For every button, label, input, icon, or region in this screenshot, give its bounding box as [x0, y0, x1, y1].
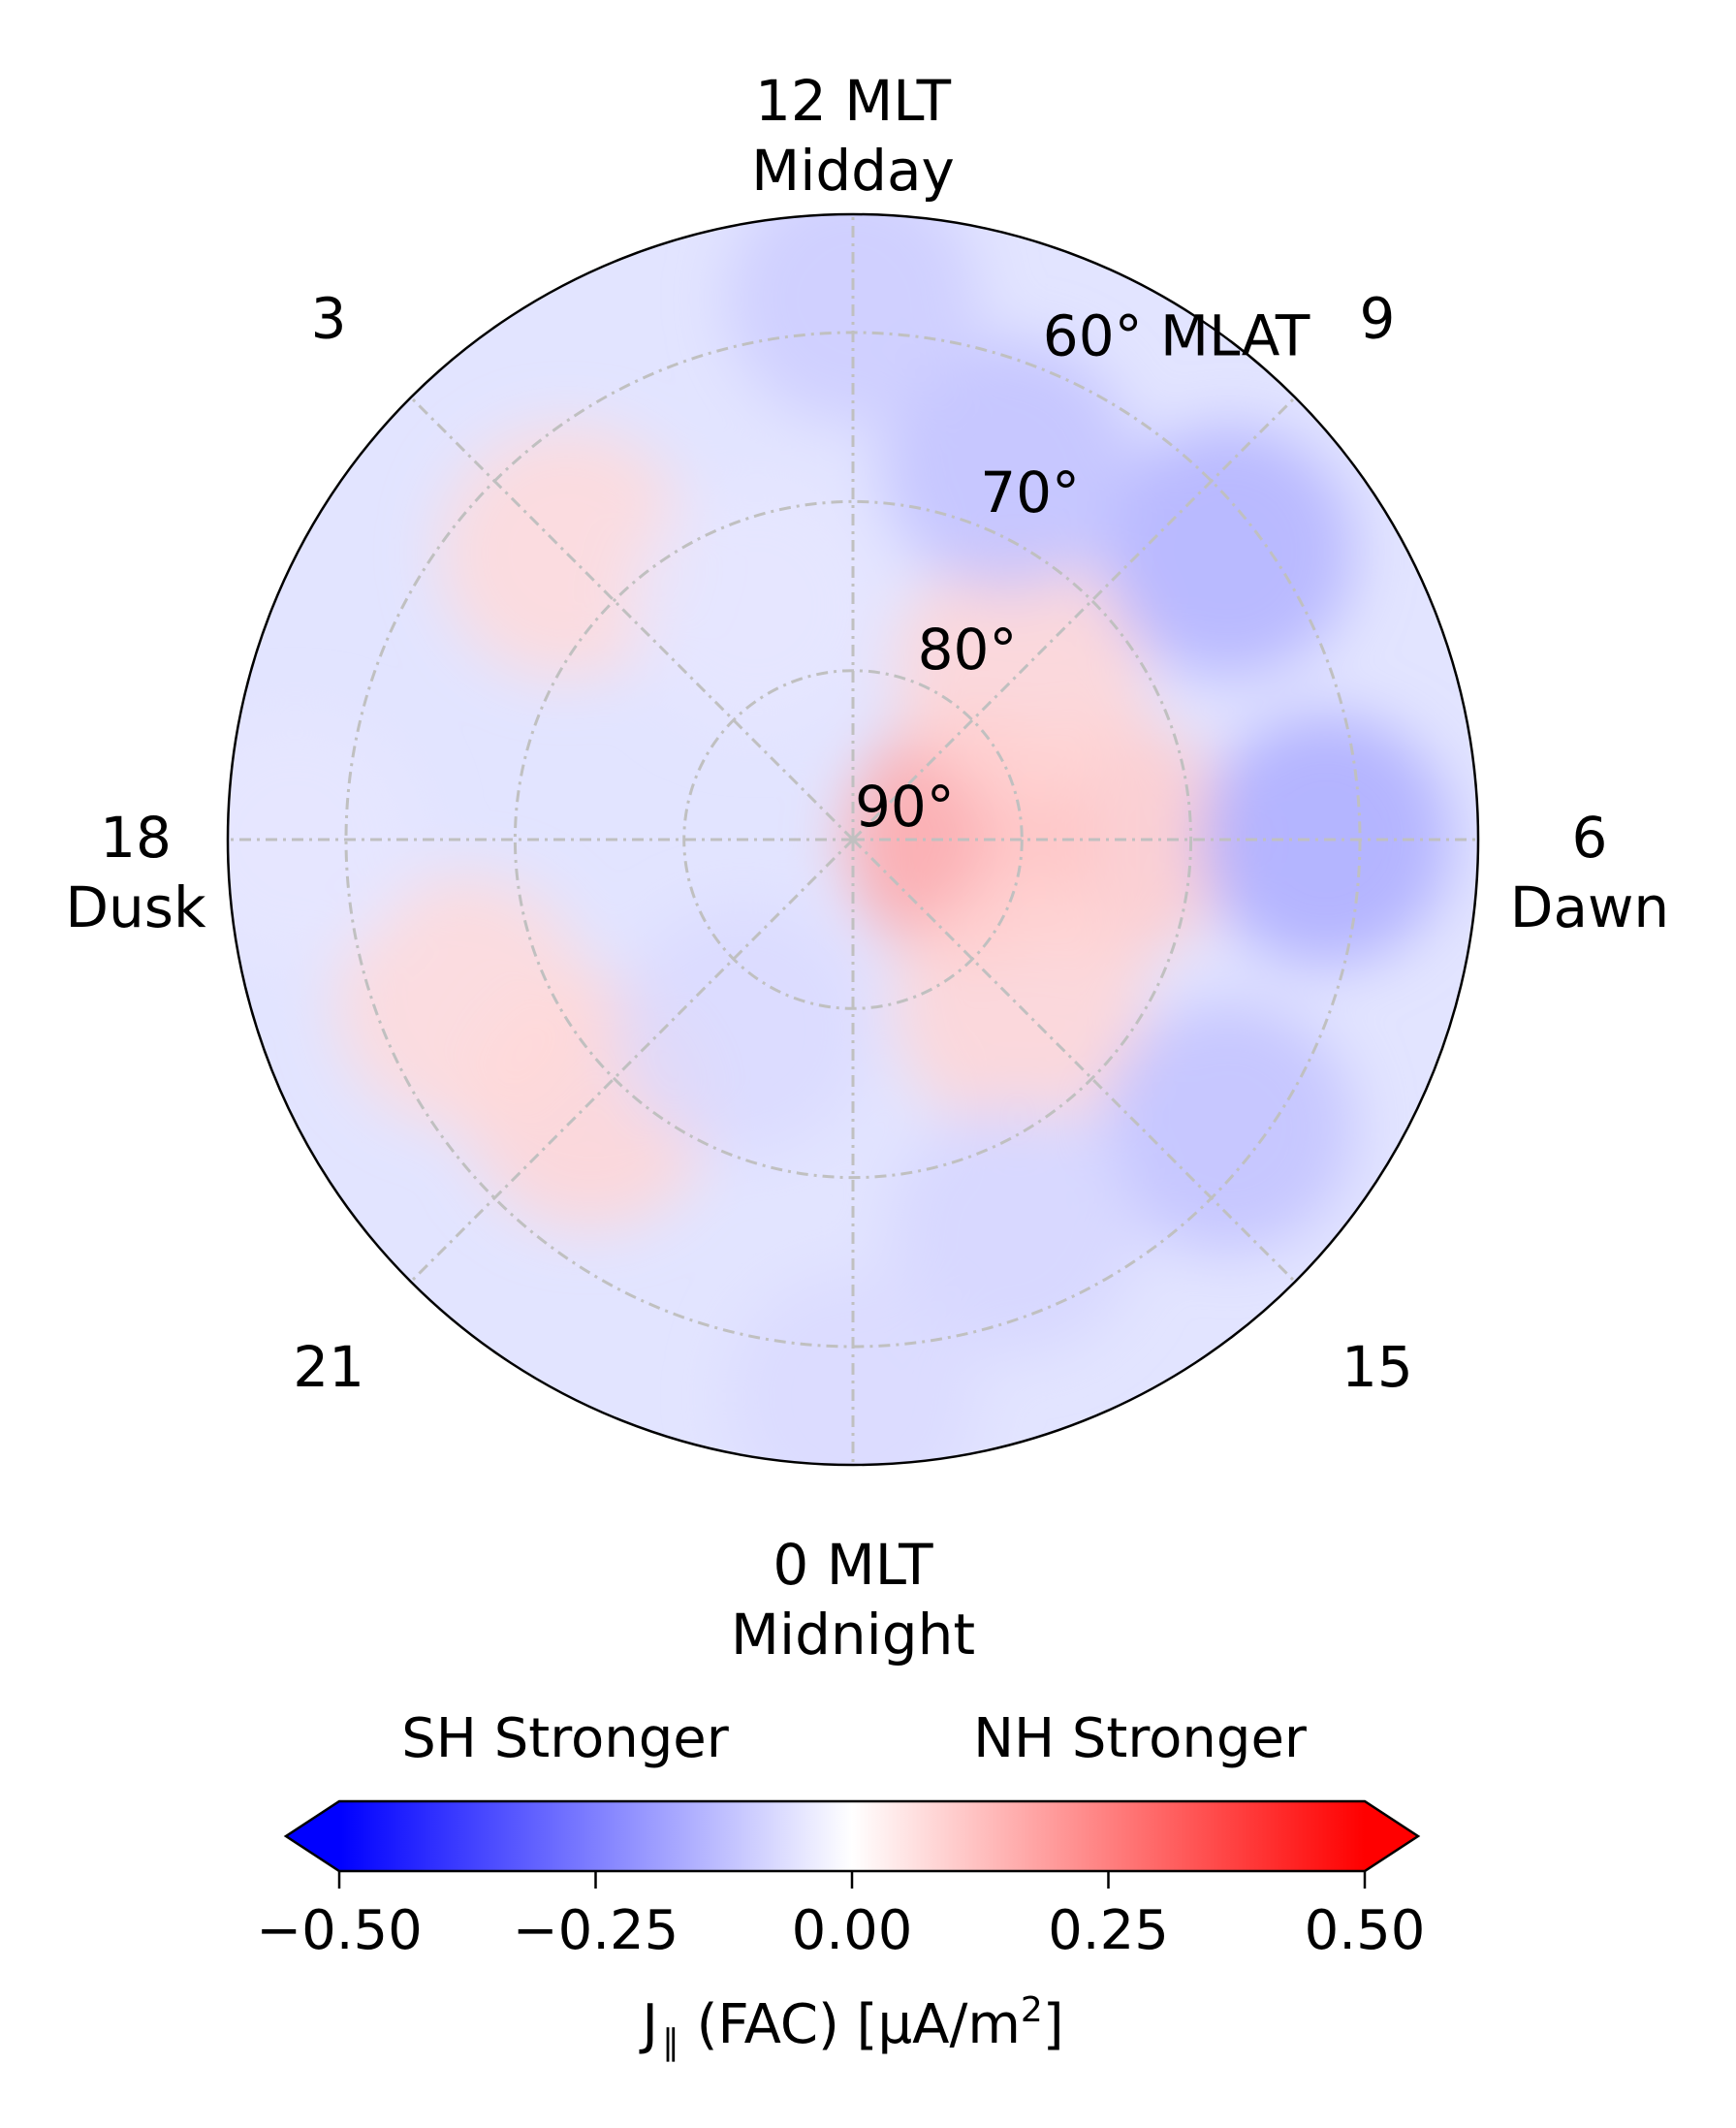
colorbar-label: J ∥ (FAC) [μA/m2] [639, 1990, 1063, 2063]
polar-grid [228, 214, 1478, 1465]
heatmap-region [616, 904, 869, 1157]
mlt-label: 9 [1359, 285, 1395, 351]
mlt-label: 21 [293, 1334, 364, 1400]
heatmap-region [727, 214, 979, 426]
colorbar-tick-label: −0.50 [256, 1899, 423, 1962]
mlat-label: 90° [855, 774, 955, 840]
colorbar-label-subscript: ∥ [662, 2023, 679, 2063]
heatmap-region [1102, 1001, 1355, 1255]
polar-frame [226, 212, 1480, 1467]
colorbar-left-annotation: SH Stronger [401, 1707, 730, 1770]
mlt-label: 15 [1341, 1334, 1413, 1400]
colorbar-tick-label: 0.50 [1305, 1899, 1426, 1962]
mlt-label: 18 [100, 805, 172, 871]
heatmap-region [882, 338, 1135, 591]
colorbar-extend-max [1365, 1801, 1418, 1871]
colorbar-ticks: −0.50 −0.25 0.00 0.25 0.50 [256, 1871, 1425, 1962]
colorbar-gradient [339, 1801, 1365, 1871]
polar-plot [226, 212, 1480, 1467]
mlt-label: 0 MLT [773, 1532, 933, 1598]
colorbar-tick-label: 0.00 [792, 1899, 913, 1962]
colorbar-tick-label: 0.25 [1048, 1899, 1169, 1962]
colorbar-tick-label: −0.25 [513, 1899, 679, 1962]
colorbar-label-superscript: 2 [1021, 1990, 1043, 2030]
colorbar-label-end: ] [1043, 1993, 1064, 2056]
mlat-grid-circle [682, 669, 1024, 1010]
mlat-label: 70° [980, 460, 1080, 525]
mlat-tick-labels: 90° 80° 70° 60° MLAT [855, 302, 1310, 840]
mlat-label: 80° [918, 617, 1018, 683]
mlt-label: 3 [311, 285, 347, 351]
mlt-label: 6 [1572, 805, 1608, 871]
mlt-sublabel: Midday [751, 138, 955, 204]
colorbar-extend-min [286, 1801, 339, 1871]
mlt-sublabel: Midnight [731, 1602, 975, 1667]
heatmap-region [888, 1103, 1141, 1356]
heatmap-region [1102, 425, 1355, 678]
colorbar-label-main: J [639, 1993, 658, 2056]
heatmap-region [336, 874, 589, 1128]
mlt-label: 12 MLT [755, 68, 952, 134]
colorbar-right-annotation: NH Stronger [973, 1707, 1308, 1770]
mlt-sublabel: Dawn [1510, 874, 1669, 940]
colorbar-label-rest: (FAC) [μA/m [679, 1993, 1021, 2056]
colorbar: SH Stronger NH Stronger −0.50 −0.25 0.00 0.… [256, 1707, 1425, 2063]
mlt-sublabel: Dusk [65, 874, 206, 940]
mlat-label: 60° MLAT [1043, 302, 1310, 368]
mlat-grid-circle [513, 499, 1193, 1180]
